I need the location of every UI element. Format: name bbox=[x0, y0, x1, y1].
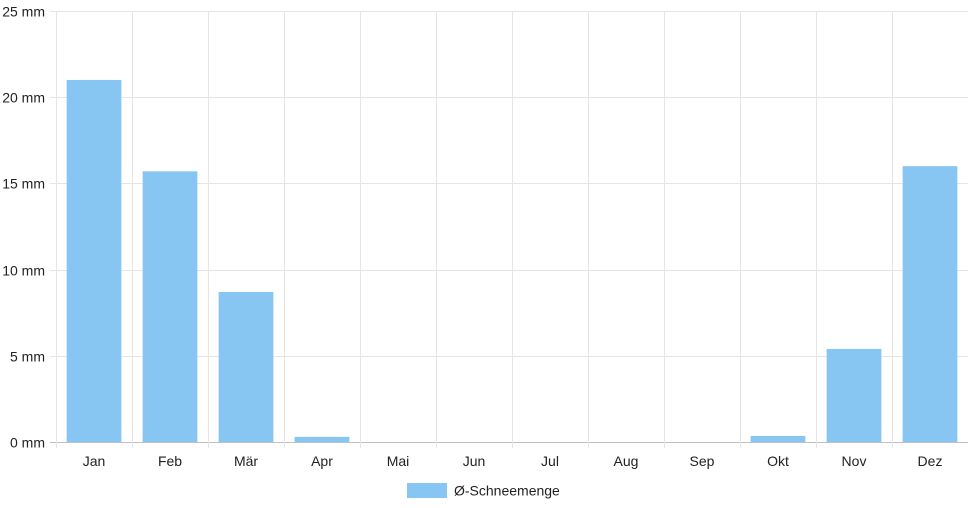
x-tick-label: Jun bbox=[463, 453, 486, 469]
bar[interactable] bbox=[218, 292, 274, 442]
grid-lines bbox=[50, 11, 968, 448]
y-tick-label: 10 mm bbox=[2, 263, 45, 279]
y-tick-label: 5 mm bbox=[10, 349, 45, 365]
x-tick-label: Jan bbox=[83, 453, 106, 469]
x-tick-label: Mär bbox=[234, 453, 258, 469]
axes: 0 mm 5 mm 10 mm 15 mm 20 mm 25 mm Jan Feb Mär Apr… bbox=[2, 4, 942, 470]
x-tick-label: Sep bbox=[690, 453, 715, 469]
bar[interactable] bbox=[294, 436, 350, 442]
legend[interactable]: Ø-Schneemenge bbox=[407, 483, 560, 499]
legend-label[interactable]: Ø-Schneemenge bbox=[454, 483, 560, 499]
x-tick-label: Feb bbox=[158, 453, 182, 469]
y-tick-label: 15 mm bbox=[2, 176, 45, 192]
legend-swatch[interactable] bbox=[407, 483, 447, 498]
bars bbox=[66, 79, 958, 443]
bar[interactable] bbox=[750, 435, 806, 442]
x-tick-label: Nov bbox=[842, 453, 867, 469]
y-tick-label: 25 mm bbox=[2, 4, 45, 20]
y-tick-label: 0 mm bbox=[10, 435, 45, 451]
x-tick-label: Mai bbox=[387, 453, 410, 469]
x-tick-label: Dez bbox=[918, 453, 943, 469]
x-tick-label: Okt bbox=[767, 453, 789, 469]
y-tick-label: 20 mm bbox=[2, 90, 45, 106]
bar[interactable] bbox=[902, 166, 958, 442]
bar[interactable] bbox=[142, 171, 198, 442]
x-tick-label: Jul bbox=[541, 453, 559, 469]
x-tick-label: Aug bbox=[614, 453, 639, 469]
bar[interactable] bbox=[826, 348, 882, 442]
x-tick-label: Apr bbox=[311, 453, 333, 469]
bar[interactable] bbox=[66, 79, 122, 443]
